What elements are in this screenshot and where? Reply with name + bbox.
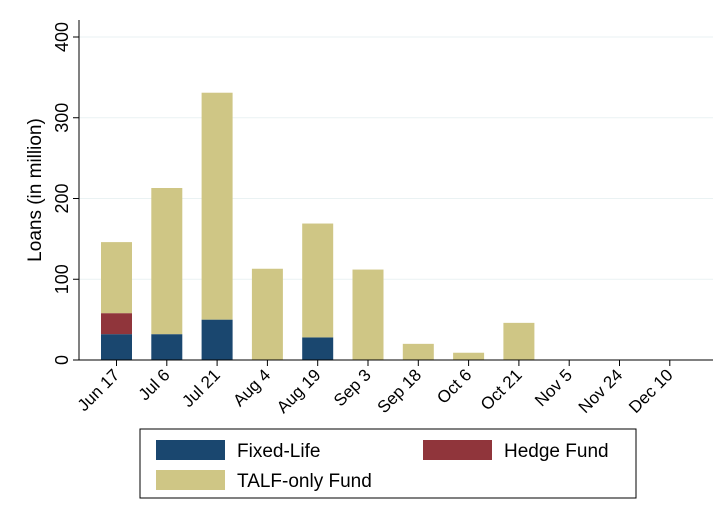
bar-talf-only-fund [402, 343, 434, 360]
legend-swatch [156, 470, 225, 490]
y-axis-label: Loans (in million) [25, 118, 46, 262]
x-tick-label: Jun 17 [74, 365, 124, 415]
y-tick-labels: 0 100 200 300 400 [52, 22, 72, 365]
x-tick-label: Sep 18 [374, 365, 426, 417]
x-tick-label: Sep 3 [330, 365, 375, 410]
bar-talf-only-fund [101, 242, 132, 314]
x-tick-label: Aug 4 [229, 365, 274, 410]
bar-fixed-life [101, 334, 132, 360]
x-tick-label: Jul 6 [135, 365, 174, 404]
y-tick-label: 400 [52, 22, 72, 52]
bar-talf-only-fund [251, 268, 283, 360]
bar-fixed-life [201, 319, 233, 360]
y-tick-label: 200 [52, 183, 72, 213]
bar-talf-only-fund [352, 269, 384, 360]
bars [101, 92, 535, 360]
x-tick-label: Nov 5 [531, 365, 576, 410]
bar-talf-only-fund [201, 92, 233, 320]
axes [73, 20, 713, 366]
x-tick-label: Dec 10 [625, 365, 677, 417]
x-tick-label: Aug 19 [273, 365, 325, 417]
legend-swatch [156, 440, 225, 460]
legend-swatch [423, 440, 492, 460]
bar-talf-only-fund [503, 322, 535, 360]
legend: Fixed-Life Hedge Fund TALF-only Fund [139, 428, 637, 499]
bar-talf-only-fund [302, 223, 334, 338]
x-tick-label: Oct 6 [433, 365, 475, 407]
legend-label: TALF-only Fund [237, 471, 372, 492]
bar-hedge-fund [101, 313, 132, 335]
x-tick-label: Jul 21 [178, 365, 224, 411]
bar-talf-only-fund [453, 352, 485, 360]
legend-label: Hedge Fund [504, 441, 609, 462]
y-tick-label: 0 [52, 355, 72, 365]
y-tick-label: 100 [52, 264, 72, 294]
y-tick-label: 300 [52, 103, 72, 133]
legend-label: Fixed-Life [237, 441, 320, 462]
x-tick-label: Oct 21 [477, 365, 526, 414]
x-tick-label: Nov 24 [575, 365, 627, 417]
bar-fixed-life [302, 337, 334, 360]
gridlines [79, 36, 713, 280]
bar-fixed-life [151, 334, 183, 360]
bar-talf-only-fund [151, 188, 183, 335]
